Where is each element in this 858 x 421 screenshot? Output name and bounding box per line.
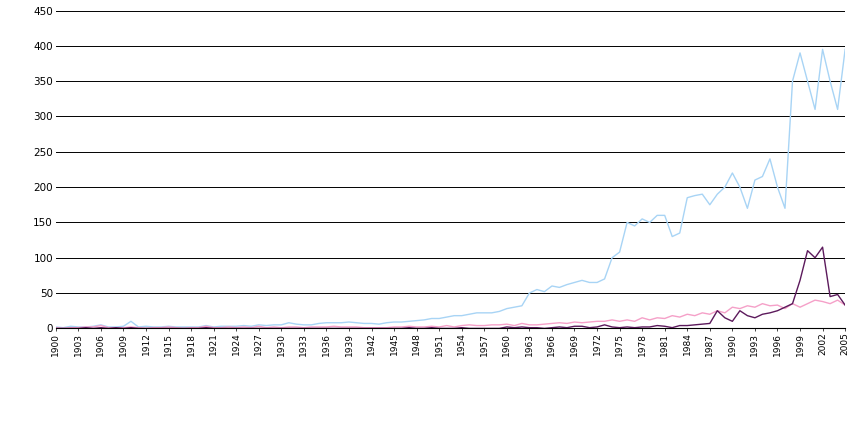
Biological (734, 308, 745, 313)
Hydrometeorological (600, 277, 610, 282)
Geological (742, 303, 752, 308)
Hydrometeorological (517, 303, 527, 308)
Hydrometeorological (570, 280, 580, 285)
Hydrometeorological (81, 325, 91, 330)
Line: Biological: Biological (56, 247, 845, 328)
Hydrometeorological (58, 325, 69, 330)
Geological (517, 321, 527, 326)
Geological (600, 319, 610, 324)
Hydrometeorological (742, 206, 752, 211)
Geological (58, 326, 69, 331)
Biological (73, 326, 83, 331)
Geological (810, 298, 820, 303)
Hydrometeorological (818, 47, 828, 52)
Biological (840, 303, 850, 308)
Hydrometeorological (51, 325, 61, 330)
Line: Geological: Geological (56, 300, 845, 328)
Biological (592, 325, 602, 330)
Biological (51, 326, 61, 331)
Geological (840, 303, 850, 308)
Biological (818, 245, 828, 250)
Hydrometeorological (840, 47, 850, 52)
Geological (570, 320, 580, 325)
Geological (81, 325, 91, 330)
Geological (51, 325, 61, 330)
Hydrometeorological (524, 290, 535, 296)
Geological (524, 322, 535, 328)
Biological (517, 325, 527, 330)
Line: Hydrometeorological: Hydrometeorological (56, 49, 845, 328)
Biological (509, 325, 519, 330)
Biological (562, 325, 572, 330)
